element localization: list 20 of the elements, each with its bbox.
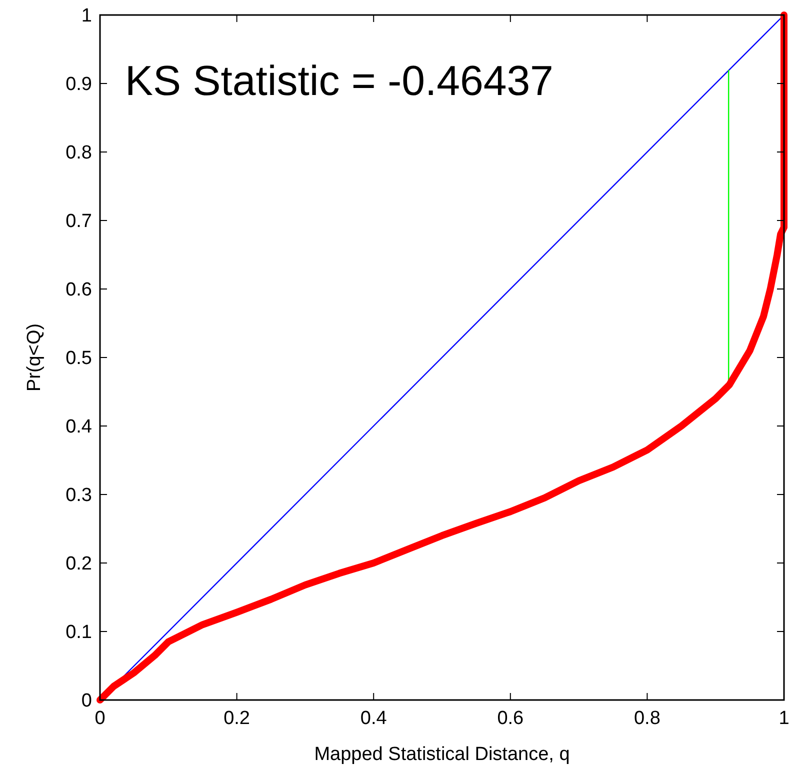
- y-axis-title: Pr(q<Q): [24, 323, 45, 392]
- x-tick-label: 0.4: [360, 708, 388, 729]
- y-tick-label: 0.8: [66, 142, 92, 164]
- y-tick-label: 0.7: [66, 211, 92, 232]
- x-tick-label: 0: [94, 708, 106, 729]
- y-tick-label: 0.2: [66, 554, 92, 575]
- x-tick-label: 0.8: [634, 708, 660, 729]
- annotation: KS Statistic = -0.46437: [125, 57, 554, 104]
- x-tick-label: 0.2: [224, 708, 250, 729]
- y-tick-label: 0.5: [66, 348, 92, 370]
- x-tick-label: 0.6: [497, 708, 524, 729]
- y-tick-label: 0.4: [66, 416, 92, 438]
- x-axis-title: Mapped Statistical Distance, q: [314, 744, 570, 765]
- y-tick-label: 0: [81, 690, 92, 712]
- x-tick-label: 1: [778, 708, 789, 729]
- y-tick-label: 1: [81, 6, 92, 27]
- y-tick-label: 0.3: [66, 485, 92, 506]
- y-tick-label: 0.9: [66, 74, 92, 96]
- y-tick-label: 0.6: [66, 280, 92, 301]
- y-tick-label: 0.1: [66, 622, 92, 644]
